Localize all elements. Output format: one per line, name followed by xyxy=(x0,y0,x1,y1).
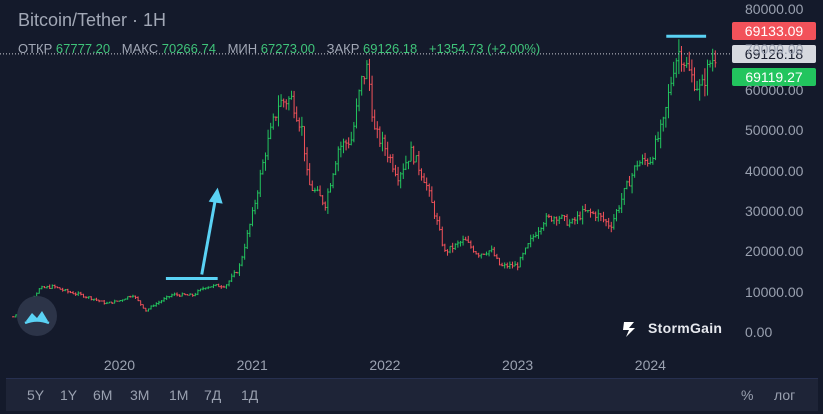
x-tick-label: 2024 xyxy=(634,357,666,373)
stormgain-logo-icon xyxy=(620,319,640,339)
y-tick-label: 50000.00 xyxy=(745,122,804,139)
cloud-logo-icon xyxy=(17,296,57,336)
range-6m-button[interactable]: 6M xyxy=(93,387,113,403)
y-tick-label: 10000.00 xyxy=(745,283,804,300)
range-1y-button[interactable]: 1Y xyxy=(60,387,78,403)
x-tick-label: 2023 xyxy=(502,357,534,373)
close-price-tag: 69126.18 xyxy=(732,45,816,63)
brand-name: StormGain xyxy=(648,320,723,336)
high-value: 70266.74 xyxy=(161,41,216,56)
y-tick-label: 30000.00 xyxy=(745,202,804,219)
annotation-arrow-head xyxy=(208,187,223,204)
low-value: 67273.00 xyxy=(260,41,316,56)
y-tick-label: 40000.00 xyxy=(745,162,804,179)
y-tick-label: 20000.00 xyxy=(745,243,804,260)
close-label: ЗАКР xyxy=(326,41,360,56)
annotation-arrow-shaft xyxy=(200,197,218,275)
range-3m-button[interactable]: 3M xyxy=(130,387,150,403)
range-toolbar: 5Y 1Y 6M 3M 1M 7Д 1Д % лог xyxy=(6,378,818,411)
open-value: 67777.20 xyxy=(55,41,111,56)
y-tick-label: 0.00 xyxy=(745,324,773,340)
open-label: ОТКР xyxy=(18,41,53,56)
y-tick-label: 80000.00 xyxy=(745,1,804,17)
chart-title: Bitcoin/Tether · 1H xyxy=(18,10,167,30)
x-tick-label: 2022 xyxy=(369,357,401,373)
low-label: МИН xyxy=(227,41,258,56)
y-tick-label: 70000.00 xyxy=(745,41,804,58)
ohlc-readout: ОТКР 67777.20 МАКС 70266.74 МИН 67273.00… xyxy=(18,41,548,56)
log-scale-toggle[interactable]: лог xyxy=(774,387,796,403)
x-tick-label: 2021 xyxy=(236,357,268,373)
percent-scale-toggle[interactable]: % xyxy=(741,387,754,403)
change-value: +1354.73 (+2.00%) xyxy=(428,41,541,56)
y-tick-label: 60000.00 xyxy=(745,81,804,98)
range-5y-button[interactable]: 5Y xyxy=(27,387,45,403)
range-1m-button[interactable]: 1M xyxy=(169,387,189,403)
high-label: МАКС xyxy=(121,41,159,56)
low-price-tag: 69119.27 xyxy=(732,68,816,86)
range-1d-button[interactable]: 1Д xyxy=(241,387,259,403)
range-7d-button[interactable]: 7Д xyxy=(204,387,222,403)
x-tick-label: 2020 xyxy=(103,357,136,373)
candles xyxy=(12,39,717,318)
close-value: 69126.18 xyxy=(363,41,418,56)
high-price-tag: 69133.09 xyxy=(732,22,816,40)
